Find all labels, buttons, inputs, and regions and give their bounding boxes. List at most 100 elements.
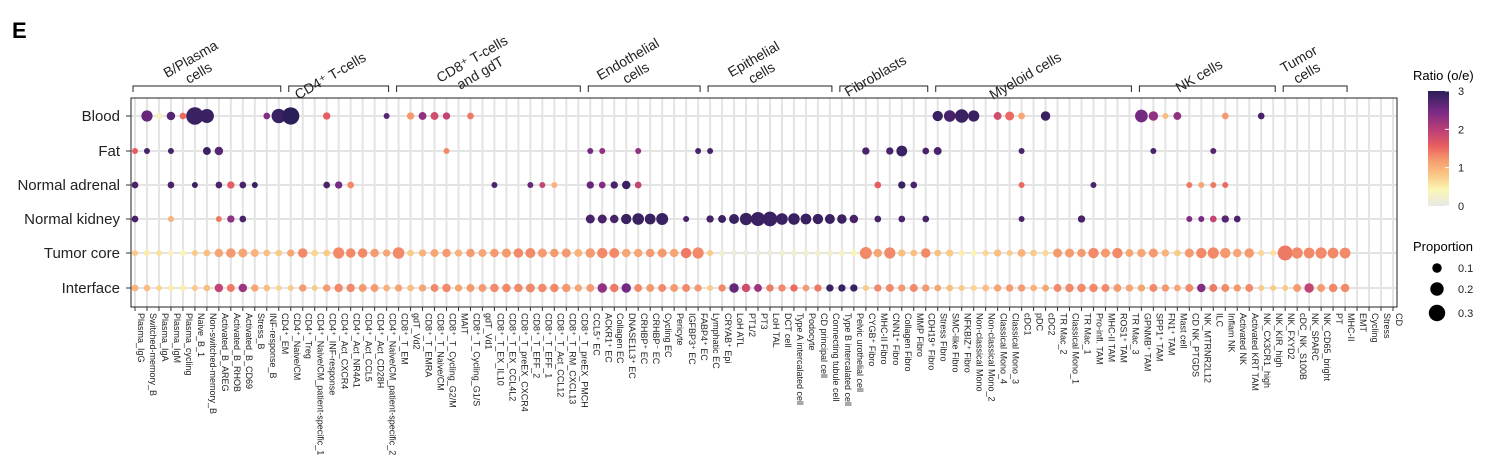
dot — [874, 284, 882, 292]
row-labels: Blood Fat Normal adrenal Normal kidney Tumor… — [17, 108, 131, 297]
dot — [311, 285, 318, 291]
column-label: CNN1⁺ Fibro — [891, 313, 901, 365]
column-label: NK_FXYD2 — [1286, 313, 1296, 360]
group-label: CD8⁺ T-cellsand gdT — [434, 32, 519, 99]
dot — [1245, 284, 1254, 292]
dot — [874, 181, 882, 189]
column-label: MHC-II Fibro — [879, 313, 889, 365]
dot — [143, 250, 150, 256]
dot — [131, 284, 139, 292]
dot — [132, 148, 138, 154]
dot — [657, 248, 667, 258]
dot — [1162, 113, 1169, 119]
column-label: MAIT — [459, 313, 469, 335]
column-label: Stress Fibro — [939, 313, 949, 362]
dot — [862, 147, 870, 155]
column-label: CD4⁺_Act_CD28H — [376, 313, 386, 388]
dot — [910, 249, 918, 257]
dot — [776, 213, 788, 225]
group-label: Tumorcells — [1277, 42, 1328, 90]
column-label: CD8⁺_T_EX_IL10 — [495, 313, 505, 386]
dot — [202, 147, 211, 155]
column-label: DNASE1L3⁺ EC — [627, 313, 637, 379]
dot — [1018, 182, 1025, 188]
dot — [644, 213, 656, 225]
dot — [707, 285, 714, 291]
dot — [346, 283, 355, 293]
dot — [849, 214, 859, 224]
dot — [466, 248, 475, 258]
group-bracket — [707, 85, 833, 92]
column-label: FN1⁺ TAM — [1166, 313, 1176, 355]
dot — [467, 112, 474, 120]
dot — [323, 249, 331, 257]
dot — [898, 284, 906, 292]
dot — [824, 214, 835, 224]
dot — [743, 250, 750, 256]
column-label: EMT — [1358, 313, 1368, 333]
dot — [1282, 285, 1289, 291]
proportion-key-label: 0.2 — [1458, 284, 1473, 296]
column-label: cDC_NK_S100B — [1298, 313, 1308, 380]
dot — [910, 181, 918, 189]
column-label: cDC1 — [1023, 313, 1033, 336]
dot — [587, 148, 594, 154]
dot — [669, 248, 679, 258]
row-label: Tumor core — [44, 245, 120, 262]
dot — [1221, 112, 1229, 120]
group-label: Endothelialcells — [594, 35, 670, 97]
dot — [383, 284, 390, 292]
dot — [430, 284, 439, 292]
dot — [993, 249, 1002, 257]
dot — [1221, 215, 1229, 223]
dot — [490, 248, 499, 258]
dot — [418, 112, 427, 120]
dot — [1018, 112, 1025, 120]
dot — [1258, 285, 1265, 291]
dot — [478, 249, 487, 257]
column-label: LoH TAL — [771, 313, 781, 348]
column-label: Non-switched-memory_B — [208, 313, 218, 414]
group-bracket — [132, 85, 282, 92]
dot — [1339, 247, 1351, 259]
dot — [287, 249, 295, 257]
column-label: gdT_Vd1 — [483, 313, 493, 350]
dot — [632, 213, 644, 225]
dot — [1293, 284, 1302, 292]
proportion-key-label: 0.1 — [1458, 263, 1473, 275]
dot — [131, 215, 139, 223]
column-label: GPNMB⁺ TAM — [1142, 313, 1152, 371]
column-label: Type A intercalated cell — [795, 313, 805, 405]
dot — [550, 248, 559, 258]
dot — [1065, 283, 1074, 293]
column-label: PT — [1334, 313, 1344, 325]
dot — [1198, 216, 1205, 222]
column-label: CD4⁺_Naive/CM_patient-specific_1 — [316, 313, 326, 455]
dot — [826, 250, 833, 256]
dot — [1088, 247, 1099, 259]
column-label: gdT_Vd2 — [412, 313, 422, 350]
column-label: Inflam NK — [1226, 313, 1236, 353]
group-label: CD4⁺ T-cells — [292, 49, 369, 103]
column-label: CD8⁺_T_EM — [400, 313, 410, 365]
dot — [539, 182, 546, 188]
dot — [646, 284, 655, 292]
column-label: Pericyte — [675, 313, 685, 346]
dot — [958, 250, 965, 256]
dot — [1053, 248, 1063, 258]
column-label: Collagen EC — [615, 313, 625, 364]
dot — [621, 213, 632, 225]
dot — [1030, 284, 1037, 292]
dot — [513, 248, 524, 258]
dot — [645, 248, 655, 258]
column-label: CD4⁺_Naive/CM — [292, 313, 302, 380]
dot — [227, 181, 235, 189]
column-label: Classical Mono_3 — [1011, 313, 1021, 384]
column-label: LoH ATL — [735, 313, 745, 347]
column-label: CDH19⁺ Fibro — [927, 313, 937, 370]
column-label: CD8⁺_T_Cycling_G2/M — [448, 313, 458, 408]
column-label: CD4⁺_Treg — [304, 313, 314, 359]
dot — [1184, 248, 1194, 258]
dot — [943, 110, 956, 122]
dot — [357, 248, 368, 258]
